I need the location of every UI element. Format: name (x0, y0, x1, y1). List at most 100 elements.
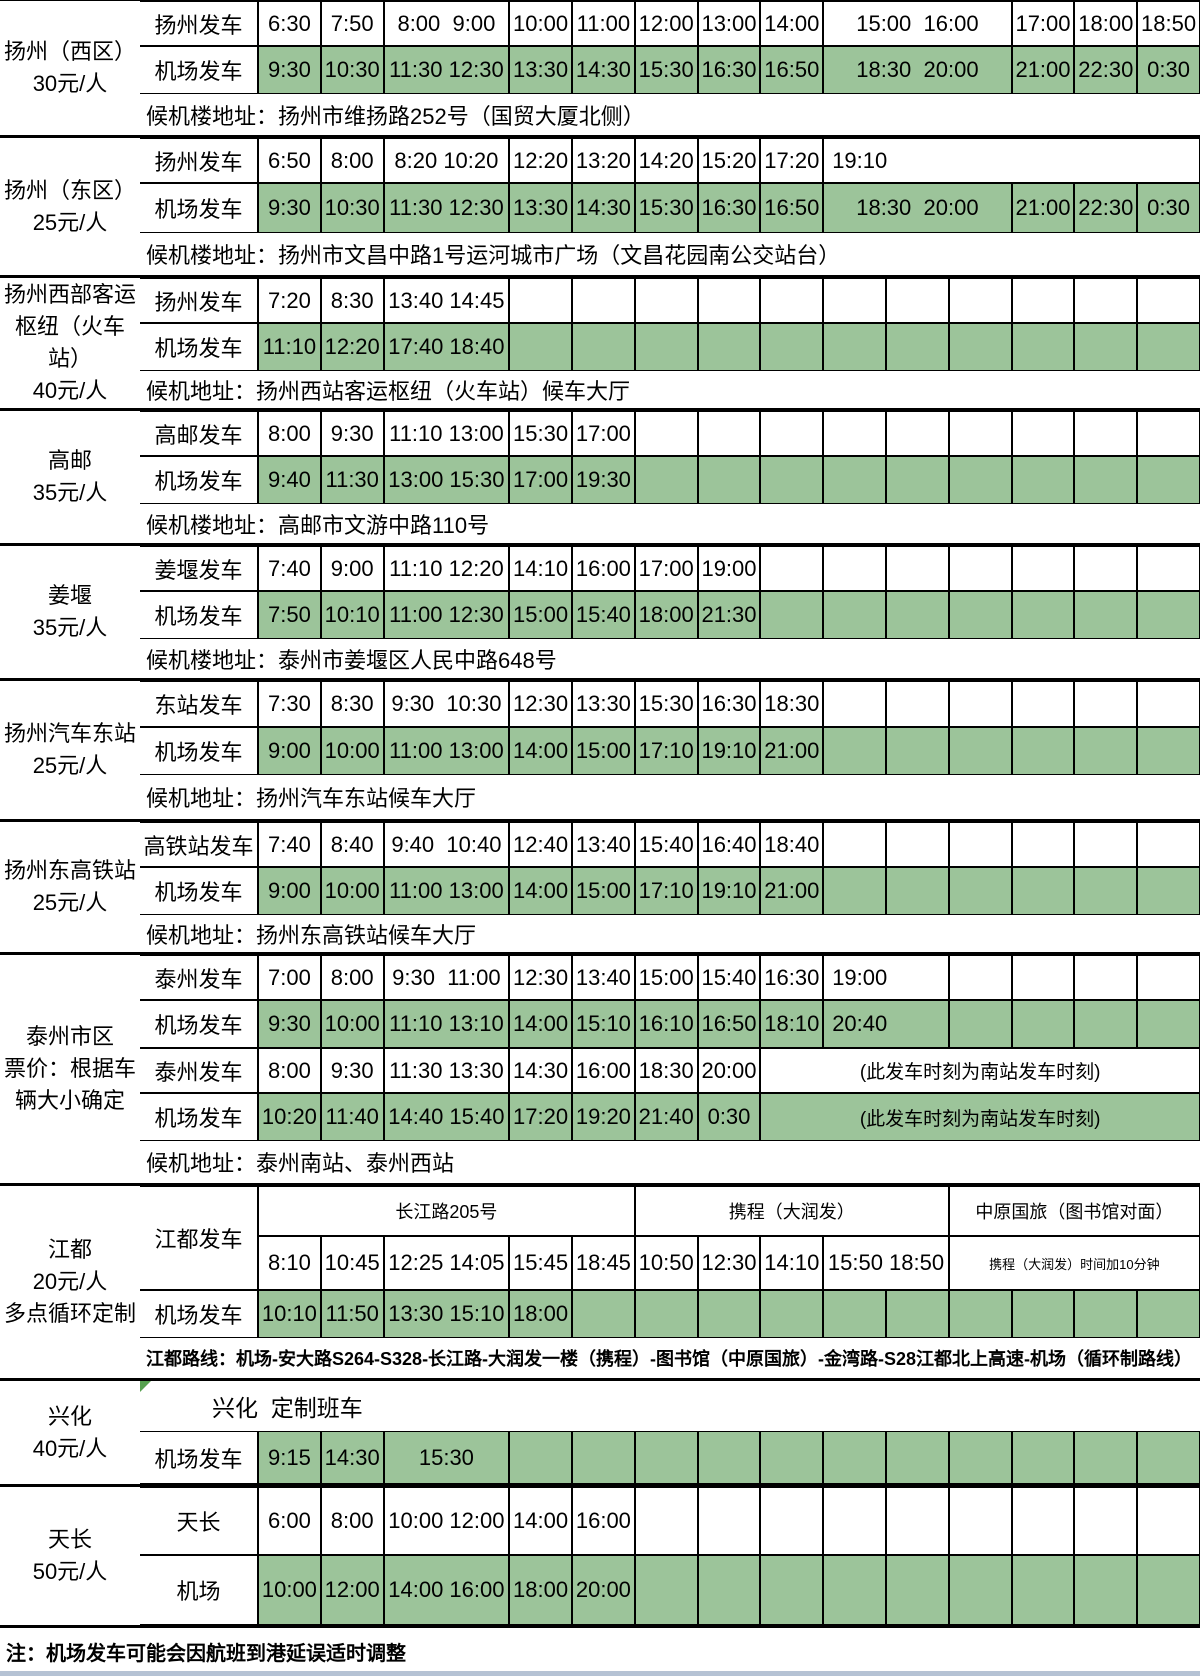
empty-cell (885, 681, 949, 727)
time-cell: 7:20 (258, 278, 321, 323)
time-cell: 14:40 15:40 (383, 1093, 510, 1141)
empty-cell (1011, 727, 1075, 775)
empty-cell (571, 1290, 635, 1338)
empty-cell (1011, 1431, 1075, 1484)
time-cell: 21:40 (634, 1093, 698, 1141)
time-cell: 7:00 (258, 955, 321, 1000)
empty-cell (1137, 867, 1200, 915)
time-cell: 8:00 (320, 955, 384, 1000)
direction-label: 机场发车 (140, 727, 258, 775)
time-cell: 13:20 (571, 138, 635, 183)
empty-cell (1137, 1555, 1200, 1625)
time-cell: 21:00 (1011, 183, 1075, 233)
note-cell: (此发车时刻为南站发车时刻) (760, 1048, 1200, 1093)
time-cell: 9:15 (258, 1431, 321, 1484)
section: 扬州汽车东站 25元/人 东站发车 7:30 8:30 9:30 10:30 12:30 13… (0, 678, 1200, 819)
empty-cell (1074, 456, 1138, 504)
empty-cell (823, 411, 886, 456)
empty-cell (1074, 1555, 1138, 1625)
time-cell: 9:00 (320, 546, 384, 591)
route-label: 兴化 40元/人 (32, 1403, 108, 1461)
empty-cell (823, 727, 886, 775)
time-cell: 17:20 (509, 1093, 572, 1141)
empty-cell (948, 411, 1012, 456)
time-cell: 11:00 (571, 1, 635, 46)
time-cell: 17:20 (760, 138, 824, 183)
empty-cell (823, 1431, 886, 1484)
route-label: 泰州市区 票价：根据车 辆大小确定 (3, 1024, 136, 1113)
empty-cell (1137, 955, 1200, 1000)
direction-label: 高邮发车 (140, 411, 258, 456)
time-cell: 12:20 (320, 323, 384, 371)
time-cell: 21:00 (760, 867, 824, 915)
empty-cell (823, 681, 886, 727)
empty-cell (823, 1487, 886, 1555)
route-label: 扬州（东区） 25元/人 (3, 177, 136, 235)
time-cell: 6:00 (258, 1487, 321, 1555)
banner-row: 兴化 定制班车 (140, 1381, 1200, 1431)
time-cell: 13:40 (571, 955, 635, 1000)
empty-cell (1074, 1487, 1138, 1555)
time-cell: 18:30 20:00 (823, 183, 1012, 233)
empty-cell (571, 323, 635, 371)
empty-cell (697, 411, 761, 456)
time-cell: 9:30 (320, 411, 384, 456)
direction-label: 机场发车 (140, 46, 258, 94)
route-label: 扬州东高铁站 25元/人 (3, 858, 136, 915)
section: 扬州（东区） 25元/人 扬州发车 6:50 8:00 8:20 10:20 12:20 13… (0, 135, 1200, 275)
time-cell: 8:00 (258, 411, 321, 456)
time-cell: 14:00 (509, 1000, 572, 1048)
empty-cell (948, 681, 1012, 727)
section: 扬州（西区） 30元/人 扬州发车 6:30 7:50 8:00 9:00 10:00 11:… (0, 0, 1200, 135)
address-row: 候机楼地址：扬州市维扬路252号（国贸大厦北侧） (146, 103, 645, 129)
time-cell: 8:10 (258, 1236, 321, 1290)
route-label: 江都 20元/人 多点循环定制 (3, 1237, 136, 1326)
time-cell: 15:20 (697, 138, 761, 183)
time-cell: 13:40 14:45 (383, 278, 510, 323)
empty-cell (509, 323, 572, 371)
empty-cell (885, 1290, 949, 1338)
time-cell: 16:00 (571, 1487, 635, 1555)
time-cell: 9:30 10:30 (383, 681, 510, 727)
time-cell: 11:10 (258, 323, 321, 371)
time-cell: 16:30 (697, 681, 761, 727)
empty-cell (760, 1431, 824, 1484)
direction-label: 东站发车 (140, 681, 258, 727)
empty-cell (697, 1290, 761, 1338)
time-cell: 16:50 (697, 1000, 761, 1048)
time-cell: 15:00 (571, 727, 635, 775)
time-cell: 18:30 (634, 1048, 698, 1093)
direction-label: 机场发车 (140, 323, 258, 371)
empty-cell (885, 1487, 949, 1555)
time-cell: 19:20 (571, 1093, 635, 1141)
time-cell: 21:30 (697, 591, 761, 639)
time-cell: 15:00 (571, 867, 635, 915)
jiangdu-route-note: 江都路线：机场-安大路S264-S328-长江路-大润发一楼（携程）-图书馆（中… (146, 1349, 1193, 1369)
empty-cell (948, 1431, 1012, 1484)
time-cell: 8:40 (320, 822, 384, 867)
empty-cell (885, 546, 949, 591)
empty-cell (948, 1000, 1012, 1048)
time-cell: 15:45 (509, 1236, 572, 1290)
time-cell: 18:00 (1074, 1, 1138, 46)
time-cell: 14:30 (571, 46, 635, 94)
time-cell: 7:30 (258, 681, 321, 727)
empty-cell (760, 1290, 824, 1338)
empty-cell (1137, 1487, 1200, 1555)
direction-label: 高铁站发车 (140, 822, 258, 867)
time-cell: 9:00 (258, 867, 321, 915)
section: 天长 50元/人 天长 6:00 8:00 10:00 12:00 14:00 16:00 机场… (0, 1484, 1200, 1628)
time-cell: 15:30 (509, 411, 572, 456)
time-cell: 14:00 (509, 727, 572, 775)
time-cell: 18:00 (509, 1555, 572, 1625)
empty-cell (1074, 591, 1138, 639)
time-cell: 13:30 (509, 46, 572, 94)
section: 泰州市区 票价：根据车 辆大小确定 泰州发车 7:00 8:00 9:30 11:00 12:… (0, 952, 1200, 1183)
empty-cell (634, 323, 698, 371)
direction-label: 机场发车 (140, 591, 258, 639)
direction-label: 机场发车 (140, 456, 258, 504)
empty-cell (1074, 727, 1138, 775)
empty-cell (1011, 1487, 1075, 1555)
time-cell: 13:30 (571, 681, 635, 727)
direction-label: 扬州发车 (140, 138, 258, 183)
